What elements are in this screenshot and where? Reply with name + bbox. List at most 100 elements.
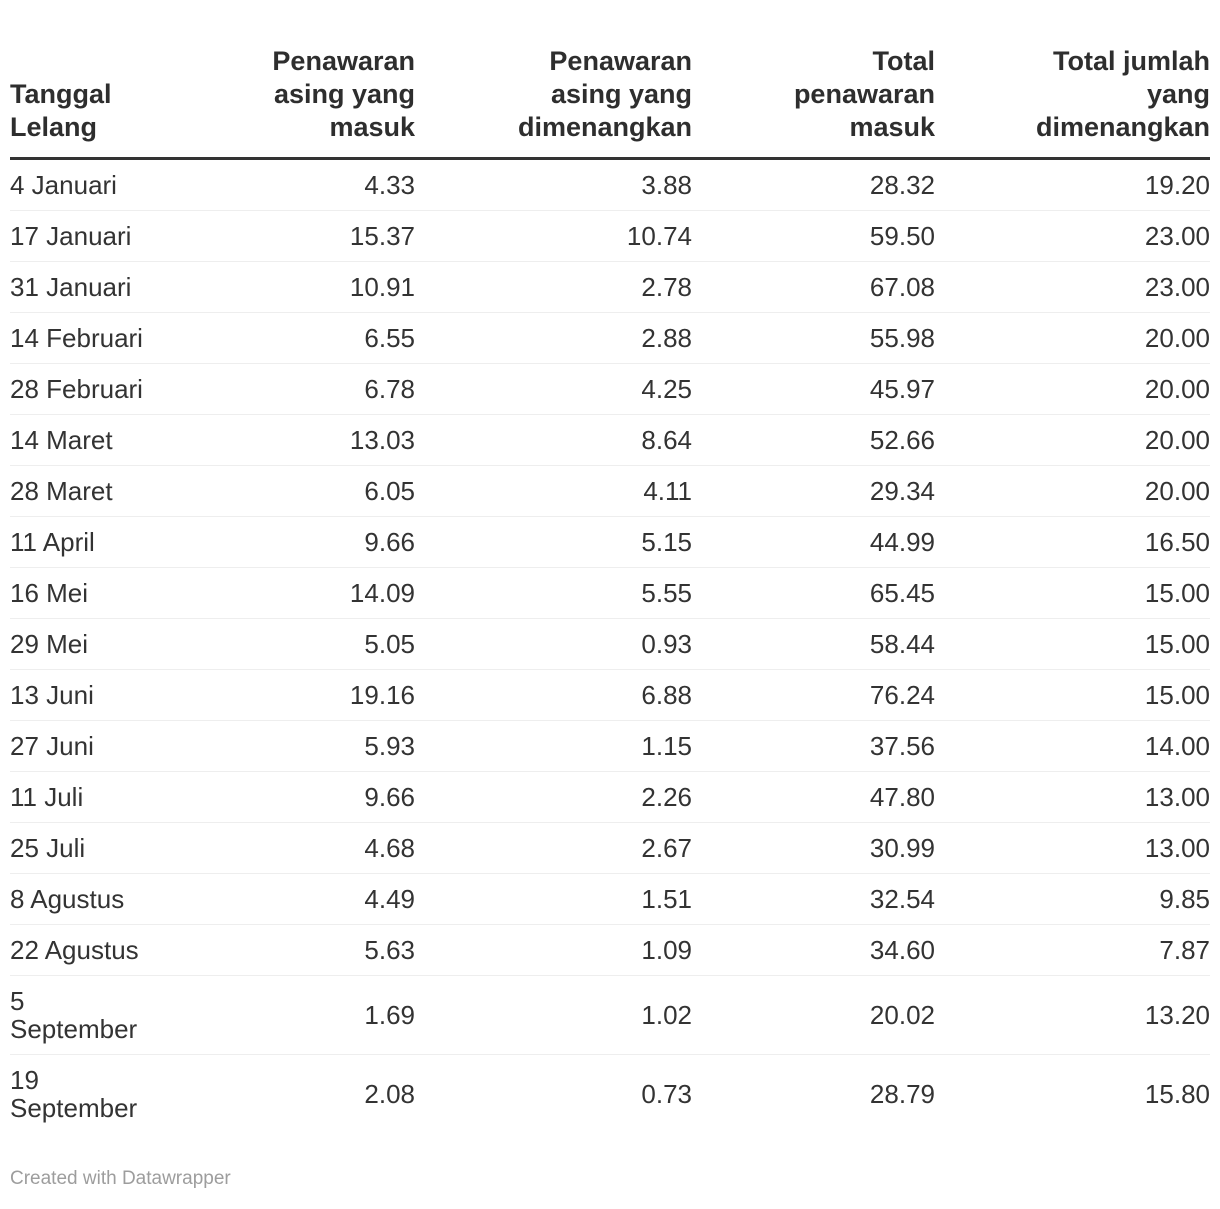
cell-penawaran-asing-masuk: 6.05 xyxy=(364,476,415,506)
cell-penawaran-asing-masuk: 19.16 xyxy=(349,680,415,710)
cell-tanggal-lelang: 31 Januari xyxy=(10,272,132,302)
cell-total-penawaran-masuk: 30.99 xyxy=(869,833,935,863)
cell-total-jumlah-dimenangkan: 13.00 xyxy=(1144,782,1210,812)
cell-penawaran-asing-masuk: 9.66 xyxy=(364,782,415,812)
table-row: 29 Mei 5.05 0.93 58.44 15.00 xyxy=(10,618,1210,670)
cell-total-penawaran-masuk: 52.66 xyxy=(869,425,935,455)
cell-tanggal-lelang: 16 Mei xyxy=(10,578,89,608)
cell-total-jumlah-dimenangkan: 20.00 xyxy=(1144,374,1210,404)
cell-penawaran-asing-dimenangkan: 1.02 xyxy=(641,1000,692,1030)
cell-total-penawaran-masuk: 28.79 xyxy=(869,1079,935,1109)
cell-total-penawaran-masuk: 65.45 xyxy=(869,578,935,608)
table-row: 17 Januari 15.37 10.74 59.50 23.00 xyxy=(10,210,1210,262)
cell-penawaran-asing-dimenangkan: 1.51 xyxy=(641,884,692,914)
table-row: 31 Januari 10.91 2.78 67.08 23.00 xyxy=(10,261,1210,313)
table-row: 13 Juni 19.16 6.88 76.24 15.00 xyxy=(10,669,1210,721)
cell-penawaran-asing-masuk: 10.91 xyxy=(349,272,415,302)
cell-total-jumlah-dimenangkan: 23.00 xyxy=(1144,272,1210,302)
cell-penawaran-asing-dimenangkan: 5.15 xyxy=(641,527,692,557)
cell-penawaran-asing-masuk: 4.49 xyxy=(364,884,415,914)
cell-total-jumlah-dimenangkan: 15.00 xyxy=(1144,578,1210,608)
cell-tanggal-lelang: 11 Juli xyxy=(10,782,84,812)
cell-tanggal-lelang: 4 Januari xyxy=(10,170,117,200)
col-header-total-penawaran-masuk: Total penawaran masuk xyxy=(793,46,935,142)
cell-penawaran-asing-masuk: 15.37 xyxy=(349,221,415,251)
cell-penawaran-asing-masuk: 9.66 xyxy=(364,527,415,557)
cell-total-penawaran-masuk: 67.08 xyxy=(869,272,935,302)
attribution-text: Created with Datawrapper xyxy=(10,1168,231,1189)
cell-penawaran-asing-dimenangkan: 2.78 xyxy=(641,272,692,302)
cell-penawaran-asing-masuk: 1.69 xyxy=(364,1000,415,1030)
cell-tanggal-lelang: 14 Februari xyxy=(10,323,143,353)
cell-penawaran-asing-masuk: 6.78 xyxy=(364,374,415,404)
cell-penawaran-asing-dimenangkan: 3.88 xyxy=(641,170,692,200)
cell-total-penawaran-masuk: 58.44 xyxy=(869,629,935,659)
table-header: Tanggal Lelang Penawaran asing yang masu… xyxy=(10,45,1210,159)
cell-total-penawaran-masuk: 29.34 xyxy=(869,476,935,506)
cell-penawaran-asing-dimenangkan: 0.93 xyxy=(641,629,692,659)
cell-tanggal-lelang: 28 Februari xyxy=(10,374,143,404)
cell-total-jumlah-dimenangkan: 9.85 xyxy=(1159,884,1210,914)
table-row: 19 September 2.08 0.73 28.79 15.80 xyxy=(10,1054,1210,1134)
auction-data-table: Tanggal Lelang Penawaran asing yang masu… xyxy=(10,45,1210,1133)
cell-total-jumlah-dimenangkan: 7.87 xyxy=(1159,935,1210,965)
table-row: 5 September 1.69 1.02 20.02 13.20 xyxy=(10,975,1210,1055)
cell-tanggal-lelang: 27 Juni xyxy=(10,731,94,761)
cell-penawaran-asing-masuk: 6.55 xyxy=(364,323,415,353)
table-row: 25 Juli 4.68 2.67 30.99 13.00 xyxy=(10,822,1210,874)
table-row: 27 Juni 5.93 1.15 37.56 14.00 xyxy=(10,720,1210,772)
cell-penawaran-asing-dimenangkan: 6.88 xyxy=(641,680,692,710)
cell-total-penawaran-masuk: 28.32 xyxy=(869,170,935,200)
table-body: 4 Januari 4.33 3.88 28.32 19.20 17 Janua… xyxy=(10,159,1210,1134)
table-row: 11 April 9.66 5.15 44.99 16.50 xyxy=(10,516,1210,568)
table-row: 14 Februari 6.55 2.88 55.98 20.00 xyxy=(10,312,1210,364)
cell-total-penawaran-masuk: 45.97 xyxy=(869,374,935,404)
header-row: Tanggal Lelang Penawaran asing yang masu… xyxy=(10,45,1210,159)
table-row: 22 Agustus 5.63 1.09 34.60 7.87 xyxy=(10,924,1210,976)
col-header-penawaran-asing-dimenangkan: Penawaran asing yang dimenangkan xyxy=(517,46,692,142)
cell-penawaran-asing-dimenangkan: 8.64 xyxy=(641,425,692,455)
cell-penawaran-asing-dimenangkan: 5.55 xyxy=(641,578,692,608)
cell-total-jumlah-dimenangkan: 13.20 xyxy=(1144,1000,1210,1030)
cell-penawaran-asing-dimenangkan: 2.67 xyxy=(641,833,692,863)
cell-penawaran-asing-masuk: 14.09 xyxy=(349,578,415,608)
cell-penawaran-asing-dimenangkan: 10.74 xyxy=(626,221,692,251)
cell-penawaran-asing-masuk: 5.05 xyxy=(364,629,415,659)
cell-total-penawaran-masuk: 34.60 xyxy=(869,935,935,965)
table-row: 14 Maret 13.03 8.64 52.66 20.00 xyxy=(10,414,1210,466)
cell-penawaran-asing-dimenangkan: 1.09 xyxy=(641,935,692,965)
table-row: 8 Agustus 4.49 1.51 32.54 9.85 xyxy=(10,873,1210,925)
cell-total-jumlah-dimenangkan: 20.00 xyxy=(1144,323,1210,353)
cell-total-jumlah-dimenangkan: 15.00 xyxy=(1144,629,1210,659)
table-row: 16 Mei 14.09 5.55 65.45 15.00 xyxy=(10,567,1210,619)
cell-total-jumlah-dimenangkan: 19.20 xyxy=(1144,170,1210,200)
col-header-total-jumlah-dimenangkan: Total jumlah yang dimenangkan xyxy=(1035,46,1210,142)
cell-total-jumlah-dimenangkan: 20.00 xyxy=(1144,476,1210,506)
cell-tanggal-lelang: 8 Agustus xyxy=(10,884,125,914)
cell-total-penawaran-masuk: 37.56 xyxy=(869,731,935,761)
table-row: 4 Januari 4.33 3.88 28.32 19.20 xyxy=(10,159,1210,211)
col-header-penawaran-asing-masuk: Penawaran asing yang masuk xyxy=(272,46,415,142)
cell-tanggal-lelang: 22 Agustus xyxy=(10,935,139,965)
cell-total-penawaran-masuk: 20.02 xyxy=(869,1000,935,1030)
cell-total-jumlah-dimenangkan: 20.00 xyxy=(1144,425,1210,455)
cell-total-jumlah-dimenangkan: 23.00 xyxy=(1144,221,1210,251)
cell-tanggal-lelang: 19 September xyxy=(10,1065,138,1123)
cell-total-penawaran-masuk: 59.50 xyxy=(869,221,935,251)
cell-penawaran-asing-masuk: 5.63 xyxy=(364,935,415,965)
cell-penawaran-asing-dimenangkan: 1.15 xyxy=(641,731,692,761)
cell-tanggal-lelang: 17 Januari xyxy=(10,221,132,251)
cell-tanggal-lelang: 28 Maret xyxy=(10,476,113,506)
cell-total-jumlah-dimenangkan: 13.00 xyxy=(1144,833,1210,863)
cell-total-penawaran-masuk: 32.54 xyxy=(869,884,935,914)
cell-total-penawaran-masuk: 55.98 xyxy=(869,323,935,353)
cell-tanggal-lelang: 14 Maret xyxy=(10,425,113,455)
table-row: 28 Maret 6.05 4.11 29.34 20.00 xyxy=(10,465,1210,517)
cell-penawaran-asing-dimenangkan: 2.26 xyxy=(641,782,692,812)
cell-total-jumlah-dimenangkan: 16.50 xyxy=(1144,527,1210,557)
cell-total-jumlah-dimenangkan: 15.80 xyxy=(1144,1079,1210,1109)
cell-tanggal-lelang: 25 Juli xyxy=(10,833,86,863)
table-row: 28 Februari 6.78 4.25 45.97 20.00 xyxy=(10,363,1210,415)
cell-penawaran-asing-dimenangkan: 4.11 xyxy=(643,476,692,506)
